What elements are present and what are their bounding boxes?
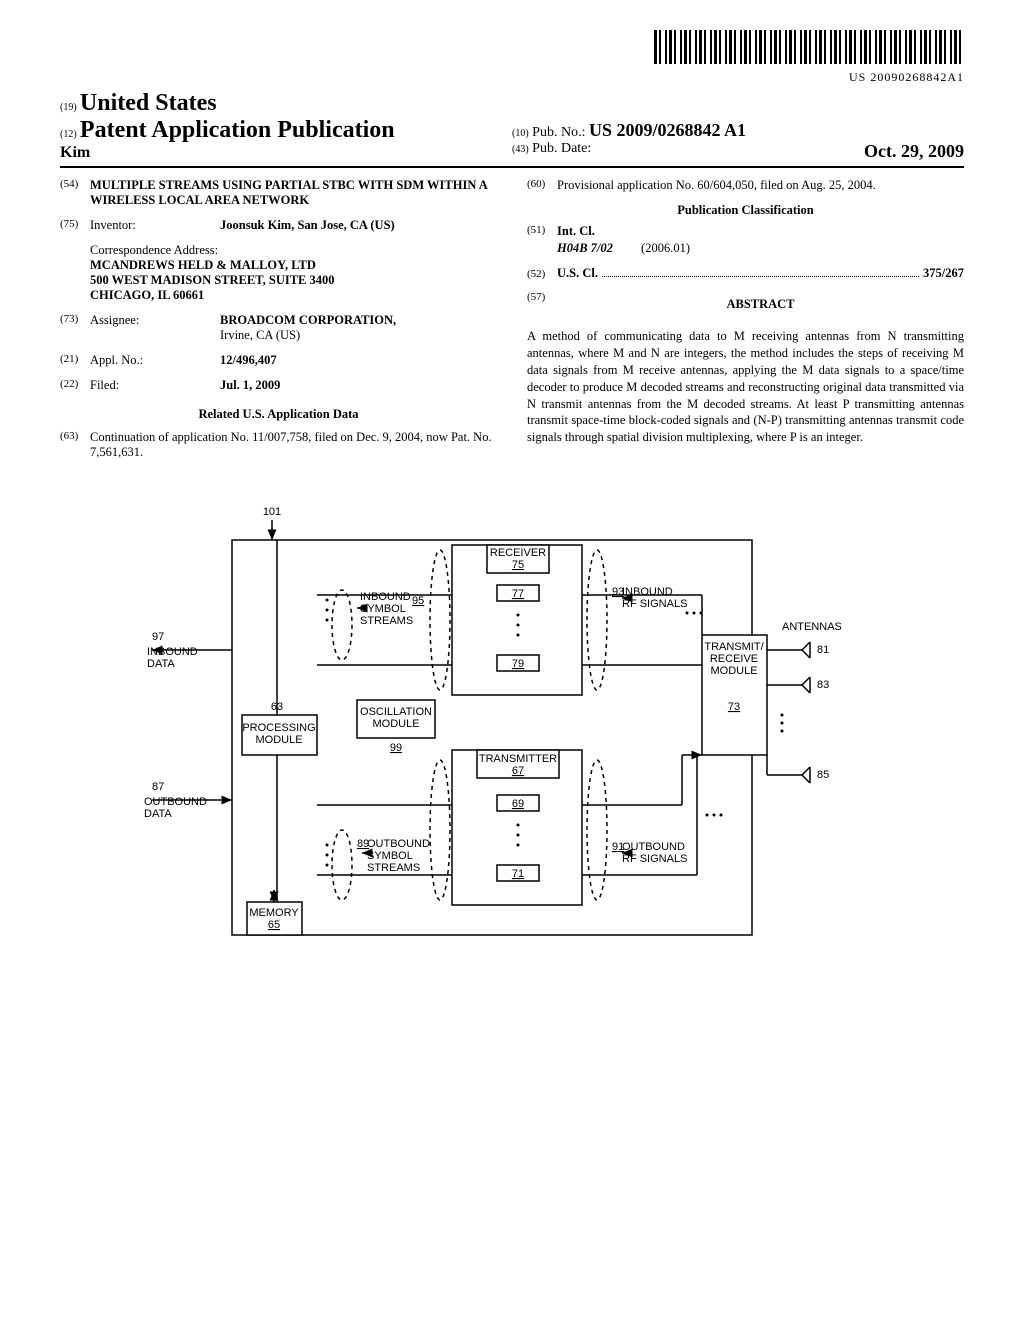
- lbl-inbound-sym1: INBOUND: [360, 591, 411, 603]
- appl-number: 12/496,407: [220, 353, 277, 367]
- lbl-oscillation: OSCILLATION: [360, 706, 432, 718]
- inventor-value: Joonsuk Kim, San Jose, CA (US): [220, 218, 395, 232]
- pub-no-label: Pub. No.:: [532, 125, 585, 140]
- filed-code: (22): [60, 378, 90, 393]
- dotted-leader: [602, 266, 919, 277]
- barcode-number: US 20090268842A1: [60, 70, 964, 85]
- ref-83: 83: [817, 679, 829, 691]
- ref-89: 89: [357, 838, 369, 850]
- lbl-outbound-rf2: RF SIGNALS: [622, 853, 687, 865]
- assignee-location: Irvine, CA (US): [220, 328, 300, 342]
- lbl-txrx3: MODULE: [710, 665, 757, 677]
- abstract-text: A method of communicating data to M rece…: [527, 328, 964, 446]
- filed-label: Filed:: [90, 378, 220, 393]
- ref-97: 97: [152, 631, 164, 643]
- correspondence-line2: 500 WEST MADISON STREET, SUITE 3400: [90, 273, 335, 287]
- author-name: Kim: [60, 144, 512, 162]
- doc-type-code: (12): [60, 129, 77, 140]
- correspondence-label: Correspondence Address:: [90, 243, 497, 258]
- lbl-oscillation2: MODULE: [372, 718, 419, 730]
- country-code: (19): [60, 102, 77, 113]
- lbl-processing2: MODULE: [255, 734, 302, 746]
- intcl-class: H04B 7/02: [557, 241, 613, 255]
- intcl-code: (51): [527, 224, 557, 239]
- lbl-transmitter: TRANSMITTER: [479, 753, 557, 765]
- intcl-label: Int. Cl.: [557, 224, 595, 238]
- lbl-memory: MEMORY: [249, 907, 299, 919]
- ref-77: 77: [512, 588, 524, 600]
- lbl-inbound-data2: DATA: [147, 658, 175, 670]
- ref-69: 69: [512, 798, 524, 810]
- pub-date-label: Pub. Date:: [532, 141, 591, 156]
- ref-85: 85: [817, 769, 829, 781]
- filed-date: Jul. 1, 2009: [220, 378, 280, 392]
- lbl-txrx1: TRANSMIT/: [704, 641, 764, 653]
- lbl-outbound-sym3: STREAMS: [367, 862, 420, 874]
- assignee-code: (73): [60, 313, 90, 343]
- pubclass-heading: Publication Classification: [527, 203, 964, 218]
- uscl-label: U.S. Cl.: [557, 266, 598, 281]
- barcode-graphic: [654, 30, 964, 64]
- ref-65: 65: [268, 919, 280, 931]
- ref-99: 99: [390, 742, 402, 754]
- appl-code: (21): [60, 353, 90, 368]
- country-name: United States: [80, 90, 217, 116]
- lbl-inbound-rf1: INBOUND: [622, 586, 673, 598]
- lbl-txrx2: RECEIVE: [710, 653, 758, 665]
- lbl-outbound-sym1: OUTBOUND: [367, 838, 430, 850]
- abstract-code: (57): [527, 291, 557, 318]
- pub-date-value: Oct. 29, 2009: [864, 141, 964, 162]
- lbl-inbound-sym2: SYMBOL: [360, 603, 406, 615]
- ref-71: 71: [512, 868, 524, 880]
- uscl-value: 375/267: [923, 266, 964, 281]
- lbl-antennas: ANTENNAS: [782, 621, 842, 633]
- correspondence-line1: MCANDREWS HELD & MALLOY, LTD: [90, 258, 316, 272]
- pub-no-code: (10): [512, 128, 529, 139]
- lbl-inbound-rf2: RF SIGNALS: [622, 598, 687, 610]
- inventor-code: (75): [60, 218, 90, 233]
- inventor-label: Inventor:: [90, 218, 220, 233]
- continuation-code: (63): [60, 430, 90, 460]
- correspondence-line3: CHICAGO, IL 60661: [90, 288, 204, 302]
- ref-67: 67: [512, 765, 524, 777]
- ref-81: 81: [817, 644, 829, 656]
- pub-date-code: (43): [512, 144, 529, 155]
- left-column: (54) MULTIPLE STREAMS USING PARTIAL STBC…: [60, 178, 497, 470]
- provisional-text: Provisional application No. 60/604,050, …: [557, 178, 964, 193]
- lbl-receiver: RECEIVER: [490, 547, 546, 559]
- ref-95: 95: [412, 595, 424, 607]
- lbl-outbound-sym2: SYMBOL: [367, 850, 413, 862]
- assignee-label: Assignee:: [90, 313, 220, 343]
- ref-79: 79: [512, 658, 524, 670]
- lbl-outbound-rf1: OUTBOUND: [622, 841, 685, 853]
- appl-label: Appl. No.:: [90, 353, 220, 368]
- lbl-inbound-sym3: STREAMS: [360, 615, 413, 627]
- related-heading: Related U.S. Application Data: [60, 407, 497, 422]
- figure-diagram: 101 97 INBOUND DATA 87 OUTBOUND DATA 63 …: [60, 495, 964, 985]
- document-header: (19) United States (12) Patent Applicati…: [60, 90, 964, 168]
- ref-101: 101: [263, 506, 281, 518]
- ref-93: 93: [612, 586, 624, 598]
- doc-type: Patent Application Publication: [80, 117, 395, 143]
- provisional-code: (60): [527, 178, 557, 193]
- lbl-outbound-data2: DATA: [144, 808, 172, 820]
- invention-title: MULTIPLE STREAMS USING PARTIAL STBC WITH…: [90, 178, 497, 208]
- pub-no-value: US 2009/0268842 A1: [589, 120, 746, 140]
- ref-87: 87: [152, 781, 164, 793]
- right-column: (60) Provisional application No. 60/604,…: [527, 178, 964, 470]
- uscl-code: (52): [527, 268, 557, 280]
- lbl-outbound-data: OUTBOUND: [144, 796, 207, 808]
- title-code: (54): [60, 178, 90, 208]
- abstract-heading: ABSTRACT: [557, 297, 964, 312]
- continuation-text: Continuation of application No. 11/007,7…: [90, 430, 497, 460]
- ref-73: 73: [728, 701, 740, 713]
- bibliographic-columns: (54) MULTIPLE STREAMS USING PARTIAL STBC…: [60, 178, 964, 470]
- lbl-inbound-data: INBOUND: [147, 646, 198, 658]
- ref-91: 91: [612, 841, 624, 853]
- barcode-region: US 20090268842A1: [60, 30, 964, 85]
- lbl-processing: PROCESSING: [242, 722, 315, 734]
- ref-75: 75: [512, 559, 524, 571]
- assignee-name: BROADCOM CORPORATION,: [220, 313, 396, 327]
- intcl-year: (2006.01): [641, 241, 690, 255]
